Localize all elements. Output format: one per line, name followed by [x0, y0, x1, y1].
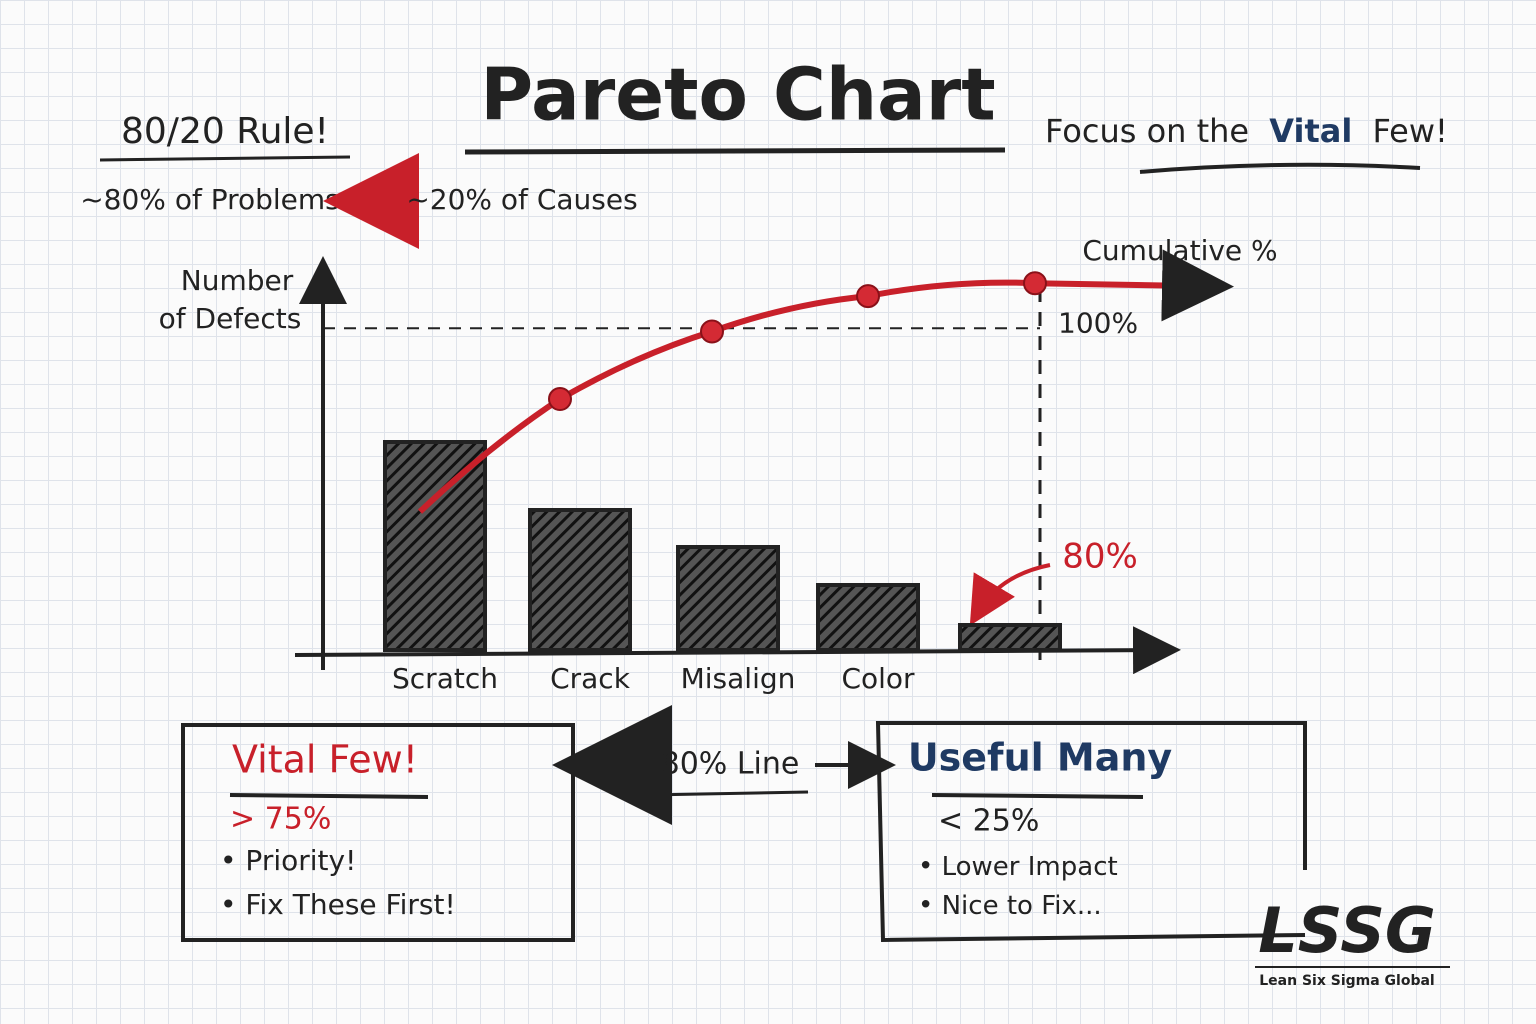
cumulative-point [548, 387, 572, 412]
annotation: 80% [1062, 537, 1138, 577]
title-underline [464, 147, 1006, 155]
cumulative-line [417, 279, 1036, 514]
bar [958, 623, 1062, 652]
rule-underline [99, 155, 351, 162]
useful-item-text: Lower Impact [942, 852, 1118, 882]
y-axis-label: Number [181, 264, 294, 297]
rule-problems: ~80% of Problems [80, 183, 340, 216]
x-tick-label: Color [841, 662, 915, 695]
bar [383, 440, 487, 652]
cumulative-point [700, 319, 724, 344]
rule-causes: ~20% of Causes [406, 183, 637, 216]
useful-item-text: Nice to Fix... [942, 891, 1102, 921]
bar [676, 545, 780, 652]
tagline-underline [1139, 162, 1421, 174]
cumulative-arrow [1034, 249, 1234, 322]
vital-item-text: Fix These First! [245, 888, 455, 921]
rule-title: 80/20 Rule! [121, 111, 329, 152]
chart-title: Pareto Chart [480, 53, 995, 137]
tagline-start: Focus on the [1045, 112, 1249, 150]
useful-item: • Lower Impact [918, 852, 1118, 882]
tagline: Focus on the Vital Few! [1045, 112, 1448, 150]
vital-box [181, 723, 575, 942]
tagline-end: Few! [1372, 112, 1447, 150]
divider-label: 80% Line [661, 747, 800, 782]
logo-mark: LSSG [1258, 894, 1436, 967]
vital-underline [229, 793, 429, 799]
useful-box [875, 721, 1307, 943]
logo-name: Lean Six Sigma Global [1259, 973, 1434, 989]
cumulative-point [856, 284, 880, 309]
y-axis-label: of Defects [159, 302, 302, 335]
bar [816, 583, 920, 652]
y2-tick-label: 100% [1058, 306, 1138, 339]
useful-underline [931, 793, 1144, 799]
annotation-arrow [969, 563, 1051, 626]
vital-item-text: Priority! [245, 844, 356, 877]
x-tick-label: Misalign [681, 662, 796, 695]
vital-share: > 75% [230, 802, 331, 837]
useful-share: < 25% [938, 804, 1039, 839]
x-tick-label: Crack [550, 662, 631, 695]
useful-item: • Nice to Fix... [918, 891, 1102, 921]
vital-title: Vital Few! [232, 738, 418, 782]
vital-item: • Priority! [220, 844, 356, 877]
tagline-highlight: Vital [1269, 112, 1352, 150]
cumulative-point [1023, 271, 1047, 296]
y2-axis-label: Cumulative % [1082, 234, 1277, 267]
x-tick-label: Scratch [392, 662, 498, 695]
divider-underline [647, 790, 809, 797]
useful-title: Useful Many [908, 736, 1173, 780]
bar [528, 508, 632, 652]
vital-item: • Fix These First! [220, 888, 456, 921]
